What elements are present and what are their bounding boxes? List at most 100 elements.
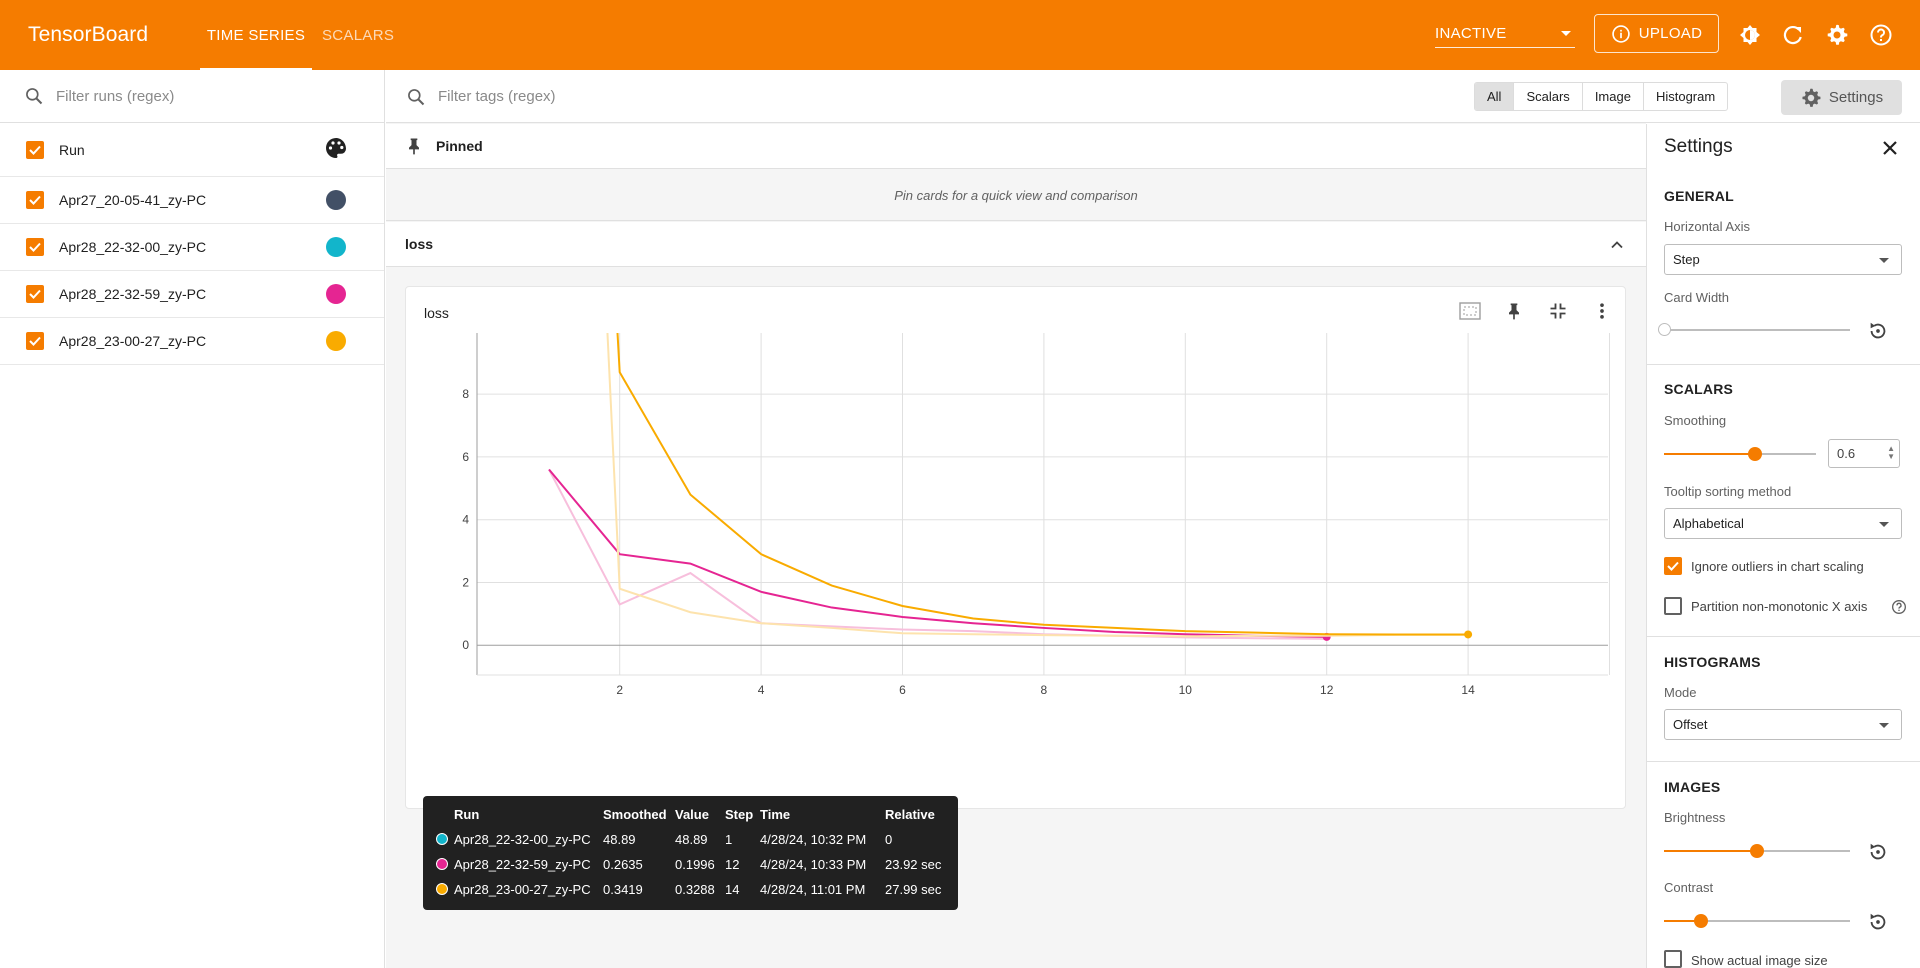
contrast-label: Contrast [1664,880,1714,895]
tooltip-step: 12 [725,856,740,872]
contrast-slider[interactable] [1664,920,1850,922]
run-list: Apr27_20-05-41_zy-PC Apr28_22-32-00_zy-PC… [0,177,384,365]
y-tick-label: 2 [462,575,469,589]
run-checkbox[interactable] [26,285,44,303]
runs-header-label: Run [59,141,85,158]
run-color-swatch[interactable] [326,284,346,304]
actual-size-checkbox[interactable] [1664,950,1682,968]
spinner-arrows-icon[interactable]: ▲ ▼ [1887,444,1895,461]
tooltip-run-dot [436,883,448,895]
runs-filter-placeholder: Filter runs (regex) [56,87,175,105]
scalar-card-loss: 2 4 6 8 10 12 14 0 2 4 6 8 loss [405,286,1626,809]
gear-icon[interactable] [1824,22,1850,48]
run-checkbox[interactable] [26,191,44,209]
refresh-icon[interactable] [1780,22,1806,48]
run-row[interactable]: Apr28_23-00-27_zy-PC [0,318,384,365]
reset-icon[interactable] [1867,320,1889,342]
tooltip-value: 48.89 [675,831,708,847]
loss-chart[interactable]: 2 4 6 8 10 12 14 0 2 4 6 8 [406,287,1627,810]
smoothing-slider-fill [1664,453,1755,455]
palette-icon[interactable] [324,136,348,163]
x-tick-label: 10 [1179,683,1193,697]
series-raw-line [548,469,1327,640]
tooltip-col-step: Step [725,806,754,822]
tags-filter[interactable]: Filter tags (regex) [406,70,556,123]
y-tick-label: 6 [462,450,469,464]
divider [1647,636,1920,637]
run-color-swatch[interactable] [326,190,346,210]
x-tick-label: 12 [1320,683,1334,697]
chevron-down-icon [1561,31,1571,36]
x-tick-label: 4 [758,683,765,697]
tooltip-row: Apr28_22-32-00_zy-PC 48.89 48.89 1 4/28/24, … [423,829,958,849]
card-title: loss [424,305,449,321]
run-color-swatch[interactable] [326,237,346,257]
run-row[interactable]: Apr28_22-32-00_zy-PC [0,224,384,271]
card-width-slider[interactable] [1664,329,1850,331]
tooltip-run: Apr28_23-00-27_zy-PC [454,881,591,897]
tooltip-value: 0.3288 [675,881,715,897]
settings-button[interactable]: Settings [1781,80,1902,115]
tooltip-sort-value: Alphabetical [1673,516,1744,531]
reset-icon[interactable] [1867,841,1889,863]
tooltip-run: Apr28_22-32-00_zy-PC [454,831,591,847]
run-checkbox[interactable] [26,238,44,256]
run-color-swatch[interactable] [326,331,346,351]
run-row[interactable]: Apr27_20-05-41_zy-PC [0,177,384,224]
tooltip-run: Apr28_22-32-59_zy-PC [454,856,591,872]
tooltip-sort-label: Tooltip sorting method [1664,484,1792,499]
pin-card-icon[interactable] [1502,299,1526,323]
y-tick-label: 4 [462,513,469,527]
collapse-card-icon[interactable] [1546,299,1570,323]
tooltip-sort-select[interactable]: Alphabetical [1664,508,1902,539]
ignore-outliers-checkbox[interactable] [1664,557,1682,575]
tags-filter-placeholder: Filter tags (regex) [438,88,556,105]
fit-domain-icon[interactable] [1458,299,1482,323]
y-tick-label: 8 [462,387,469,401]
filter-all[interactable]: All [1475,83,1515,110]
group-header-loss[interactable]: loss [386,222,1646,267]
tab-scalars[interactable]: SCALARS [322,26,395,44]
card-width-thumb[interactable] [1658,323,1671,336]
actual-size-label: Show actual image size [1691,953,1828,968]
mode-select[interactable]: Offset [1664,709,1902,740]
tooltip-row: Apr28_22-32-59_zy-PC 0.2635 0.1996 12 4/28/2… [423,854,958,874]
tab-time-series[interactable]: TIME SERIES [200,0,312,70]
partition-checkbox[interactable] [1664,597,1682,615]
run-name: Apr28_22-32-59_zy-PC [59,286,207,302]
contrast-slider-fill [1664,920,1701,922]
plugin-select[interactable]: INACTIVE [1435,20,1575,48]
general-heading: GENERAL [1664,188,1734,204]
filter-image[interactable]: Image [1583,83,1644,110]
smoothing-input[interactable]: 0.6 ▲ ▼ [1828,439,1900,468]
series-end-point [1464,630,1473,639]
divider [1647,761,1920,762]
tooltip-col-value: Value [675,806,709,822]
contrast-thumb[interactable] [1694,914,1708,928]
horizontal-axis-select[interactable]: Step [1664,244,1902,275]
help-icon[interactable] [1868,22,1894,48]
brightness-thumb[interactable] [1750,844,1764,858]
chevron-up-icon[interactable] [1609,237,1625,253]
theme-toggle-icon[interactable] [1737,22,1763,48]
filter-histogram[interactable]: Histogram [1655,89,1716,104]
tooltip-time: 4/28/24, 10:32 PM [760,831,867,847]
horizontal-axis-label: Horizontal Axis [1664,219,1750,234]
brightness-slider-fill [1664,850,1757,852]
close-icon[interactable] [1880,138,1900,158]
tooltip-col-relative: Relative [885,806,935,822]
pinned-title: Pinned [436,138,483,154]
upload-button[interactable]: UPLOAD [1594,14,1719,53]
reset-icon[interactable] [1867,911,1889,933]
more-vert-icon[interactable] [1590,299,1614,323]
tooltip-col-time: Time [760,806,791,822]
gear-icon [1802,88,1821,107]
x-tick-label: 6 [899,683,906,697]
run-checkbox[interactable] [26,332,44,350]
runs-filter[interactable]: Filter runs (regex) [0,70,384,123]
help-icon[interactable] [1891,599,1907,615]
smoothing-thumb[interactable] [1748,447,1762,461]
select-all-checkbox[interactable] [26,140,44,159]
filter-scalars[interactable]: Scalars [1514,83,1583,110]
run-row[interactable]: Apr28_22-32-59_zy-PC [0,271,384,318]
